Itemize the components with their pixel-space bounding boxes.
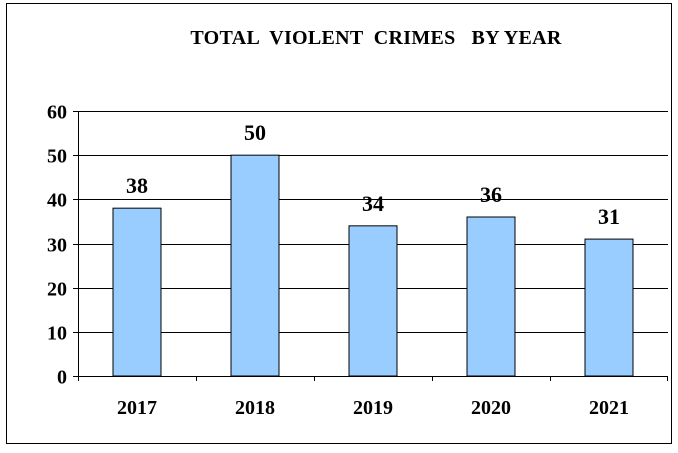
bar-2020: [466, 216, 516, 377]
y-tick-label: 20: [47, 279, 67, 301]
bar-2018: [230, 154, 280, 377]
y-tick-label: 40: [47, 190, 67, 212]
bar-value-label: 50: [244, 120, 266, 145]
x-category-label: 2018: [235, 397, 275, 419]
y-tick-label: 60: [47, 102, 67, 124]
bars: [112, 154, 634, 377]
y-tick-label: 30: [47, 235, 67, 257]
bar-2019: [348, 225, 398, 377]
bar-2021: [584, 238, 634, 377]
y-tick-label: 10: [47, 323, 67, 345]
bar-value-label: 38: [126, 173, 148, 198]
labels: 0 10 20 30 40 50 60 2017 38 2018 50 2019 34 2020 36 202…: [47, 102, 629, 420]
y-tick-label: 50: [47, 146, 67, 168]
chart-frame: [6, 3, 672, 444]
bar-value-label: 34: [362, 191, 384, 216]
x-category-label: 2019: [353, 397, 393, 419]
bar-value-label: 36: [480, 182, 502, 207]
x-category-label: 2021: [589, 397, 629, 419]
bar-2017: [112, 207, 162, 377]
y-tick-label: 0: [57, 367, 67, 389]
bar-value-label: 31: [598, 204, 620, 229]
x-category-label: 2017: [117, 397, 157, 419]
axes: [73, 111, 668, 381]
chart-title: TOTAL VIOLENT CRIMES BY YEAR: [190, 27, 561, 49]
x-category-label: 2020: [471, 397, 511, 419]
